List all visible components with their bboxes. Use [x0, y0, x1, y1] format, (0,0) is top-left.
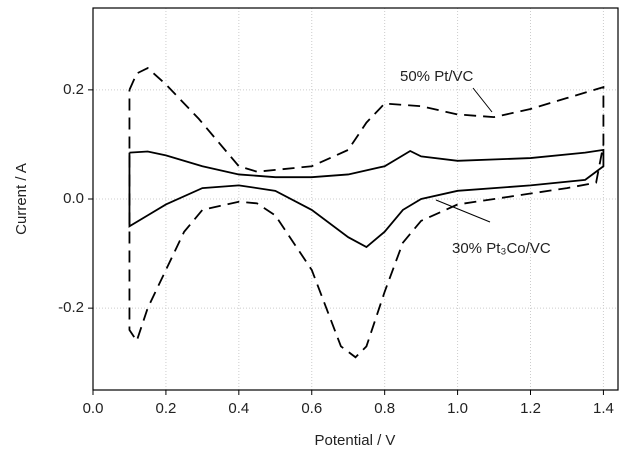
- x-tick-label: 0.2: [155, 400, 176, 417]
- x-tick-label: 0.6: [301, 400, 322, 417]
- x-axis-label: Potential / V: [315, 432, 396, 449]
- x-tick-label: 0.0: [83, 400, 104, 417]
- x-tick-label: 0.8: [374, 400, 395, 417]
- series-label: 50% Pt/VC: [400, 68, 474, 85]
- x-tick-label: 1.2: [520, 400, 541, 417]
- cv-curve: [128, 148, 605, 249]
- y-tick-label: 0.2: [63, 81, 84, 98]
- plot-frame: [92, 7, 619, 391]
- x-tick-label: 1.4: [593, 400, 614, 417]
- y-axis-label: Current / A: [13, 163, 30, 235]
- leader-line: [435, 199, 491, 223]
- y-tick-label: 0.0: [63, 190, 84, 207]
- x-tick-label: 0.4: [228, 400, 249, 417]
- cv-curve: [128, 66, 605, 359]
- leader-line: [472, 87, 493, 113]
- series-label: 30% Pt₃Co/VC: [452, 240, 551, 257]
- x-tick-label: 1.0: [447, 400, 468, 417]
- y-tick-label: -0.2: [58, 299, 84, 316]
